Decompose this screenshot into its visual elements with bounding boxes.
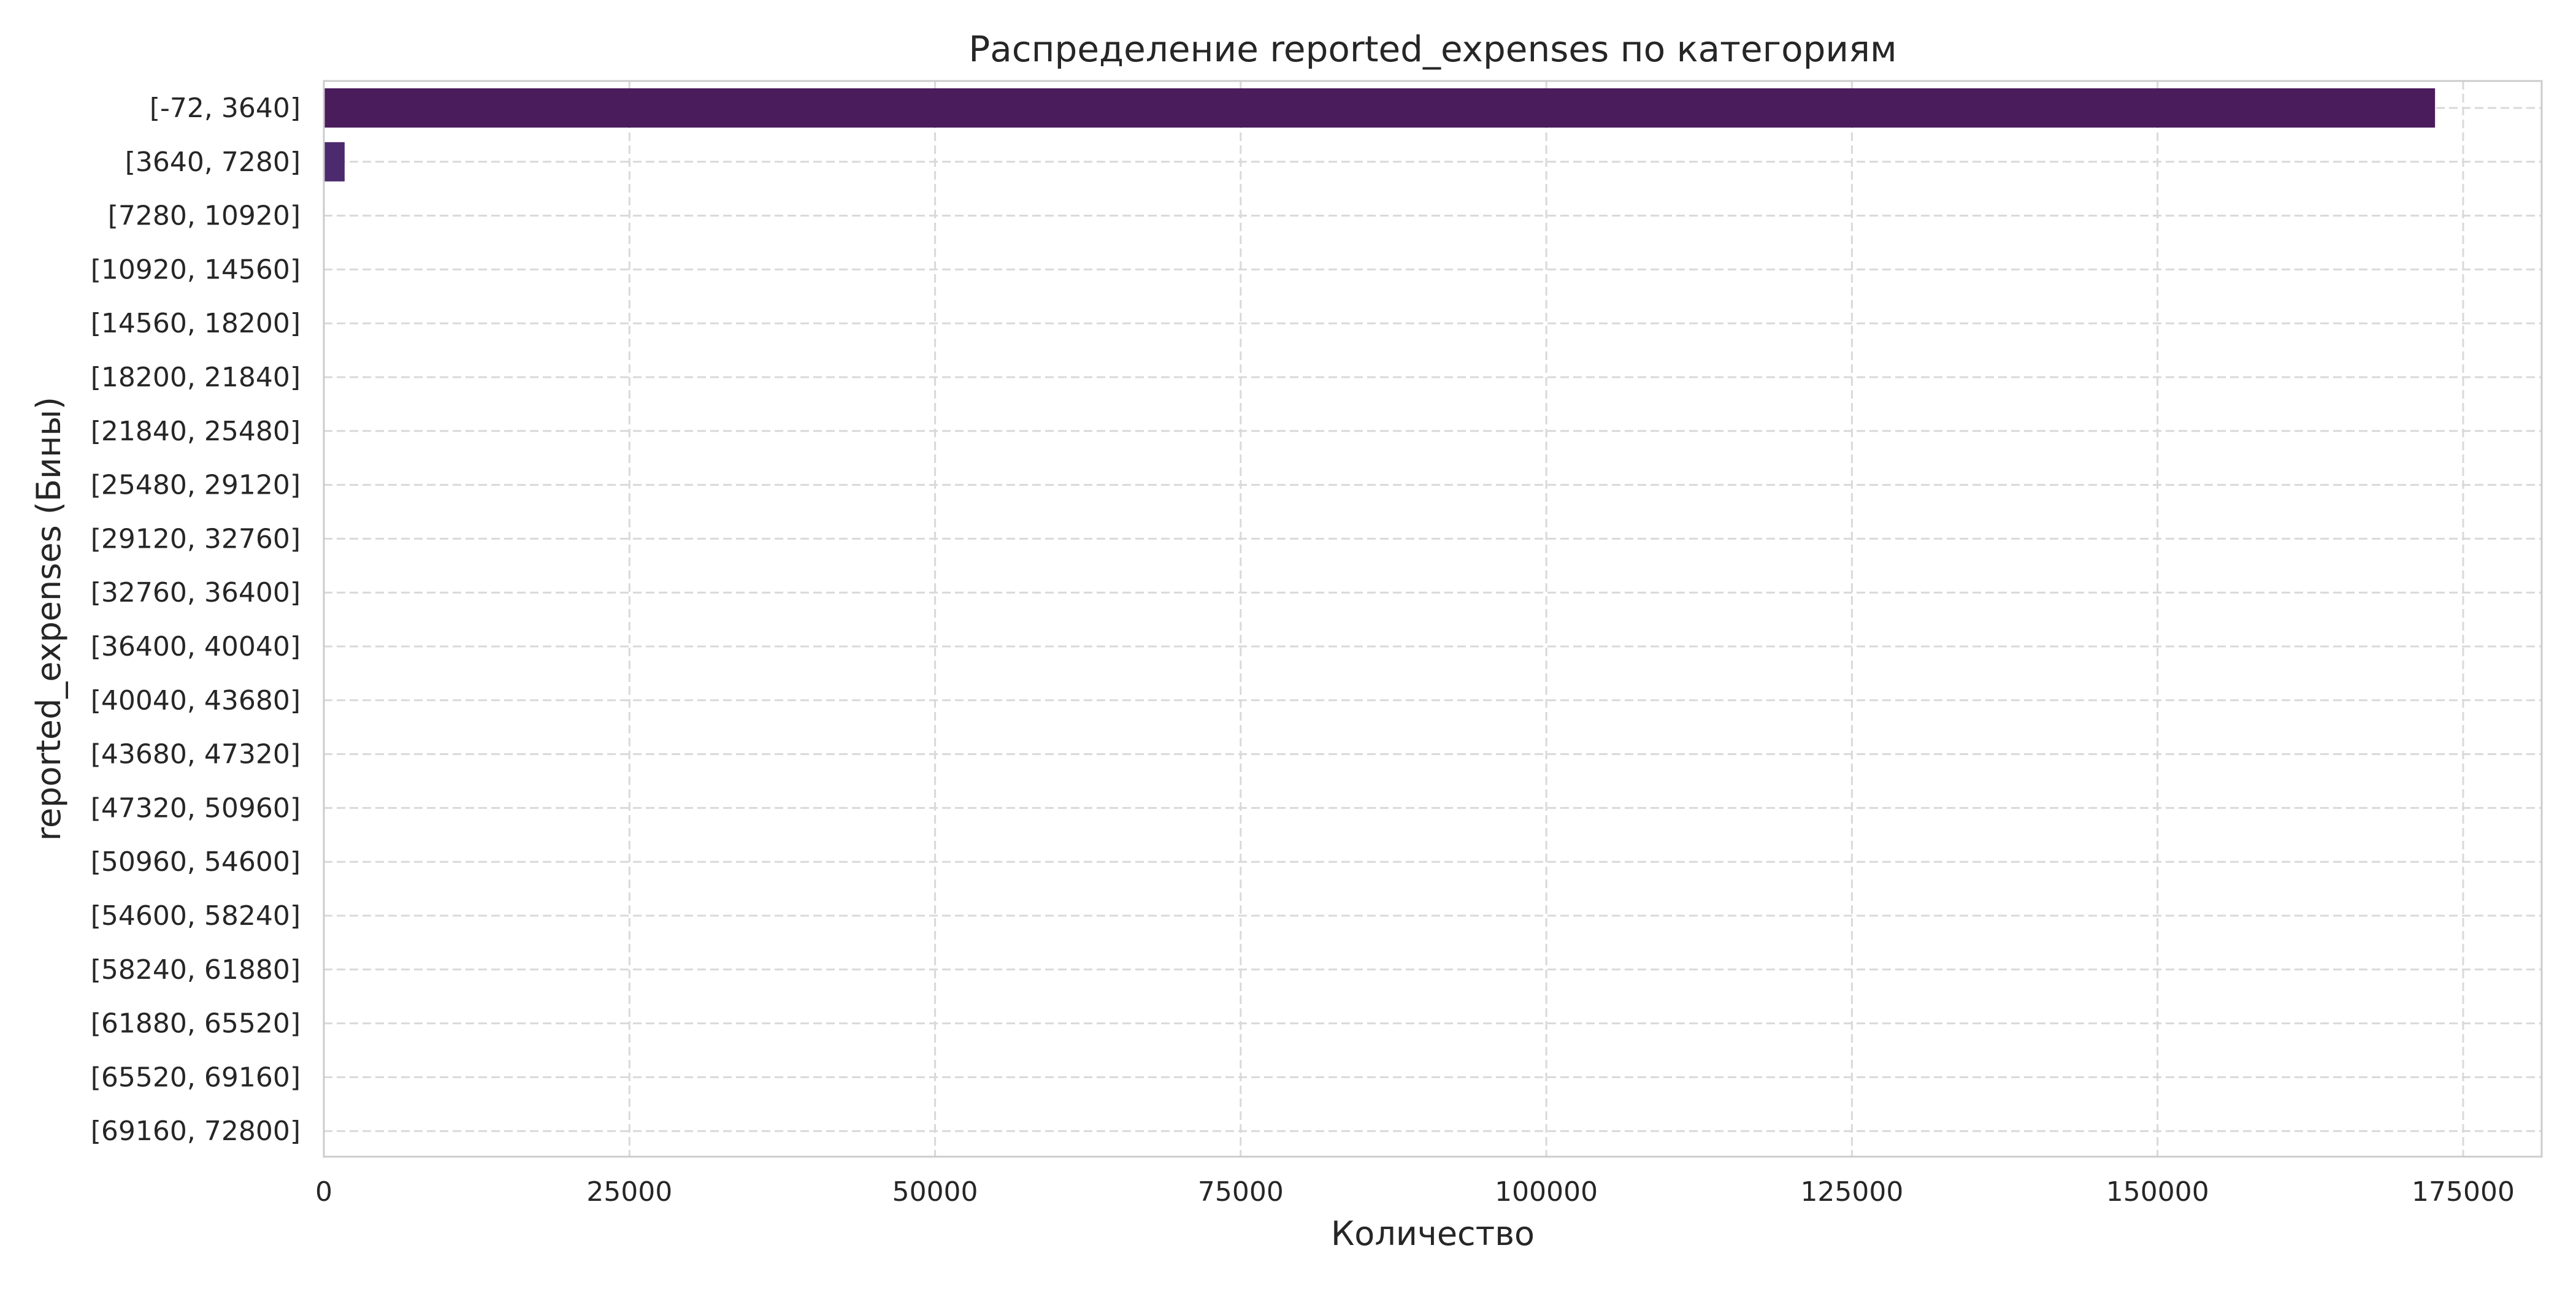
x-tick-label: 125000	[1800, 1176, 1903, 1208]
y-tick-label: [43680, 47320]	[91, 739, 301, 770]
grid-lines	[324, 81, 2542, 1157]
y-axis-label: reported_expenses (Бины)	[29, 397, 68, 841]
x-tick-labels: 0 25000 50000 75000 100000 125000 150000 175000	[315, 1176, 2515, 1208]
x-tick-label: 0	[315, 1176, 332, 1208]
y-tick-label: [14560, 18200]	[91, 308, 301, 339]
y-tick-label: [18200, 21840]	[91, 362, 301, 393]
chart-title: Распределение reported_expenses по катег…	[968, 28, 1897, 70]
y-tick-label: [10920, 14560]	[91, 254, 301, 285]
x-tick-label: 75000	[1198, 1176, 1284, 1208]
y-tick-label: [-72, 3640]	[150, 93, 301, 124]
y-tick-label: [65520, 69160]	[91, 1062, 301, 1093]
y-tick-label: [36400, 40040]	[91, 631, 301, 662]
bar	[324, 142, 345, 182]
x-tick-label: 100000	[1495, 1176, 1598, 1208]
y-tick-label: [3640, 7280]	[125, 147, 301, 178]
y-tick-labels: [-72, 3640] [3640, 7280] [7280, 10920] [109…	[91, 93, 301, 1147]
y-tick-label: [29120, 32760]	[91, 523, 301, 554]
bars	[324, 88, 2436, 182]
y-tick-label: [25480, 29120]	[91, 470, 301, 501]
y-tick-label: [21840, 25480]	[91, 416, 301, 447]
y-tick-label: [61880, 65520]	[91, 1008, 301, 1040]
y-tick-label: [54600, 58240]	[91, 900, 301, 932]
y-tick-label: [7280, 10920]	[108, 201, 301, 232]
x-tick-label: 50000	[892, 1176, 978, 1208]
y-tick-label: [47320, 50960]	[91, 792, 301, 824]
y-tick-label: [32760, 36400]	[91, 577, 301, 608]
x-tick-label: 150000	[2106, 1176, 2209, 1208]
y-tick-label: [50960, 54600]	[91, 846, 301, 878]
x-tick-label: 175000	[2412, 1176, 2515, 1208]
bar	[324, 88, 2436, 128]
x-axis-label: Количество	[1331, 1214, 1535, 1253]
y-tick-label: [40040, 43680]	[91, 685, 301, 716]
x-tick-label: 25000	[586, 1176, 672, 1208]
y-tick-label: [69160, 72800]	[91, 1116, 301, 1147]
y-tick-label: [58240, 61880]	[91, 954, 301, 986]
plot-frame	[323, 80, 2543, 1158]
